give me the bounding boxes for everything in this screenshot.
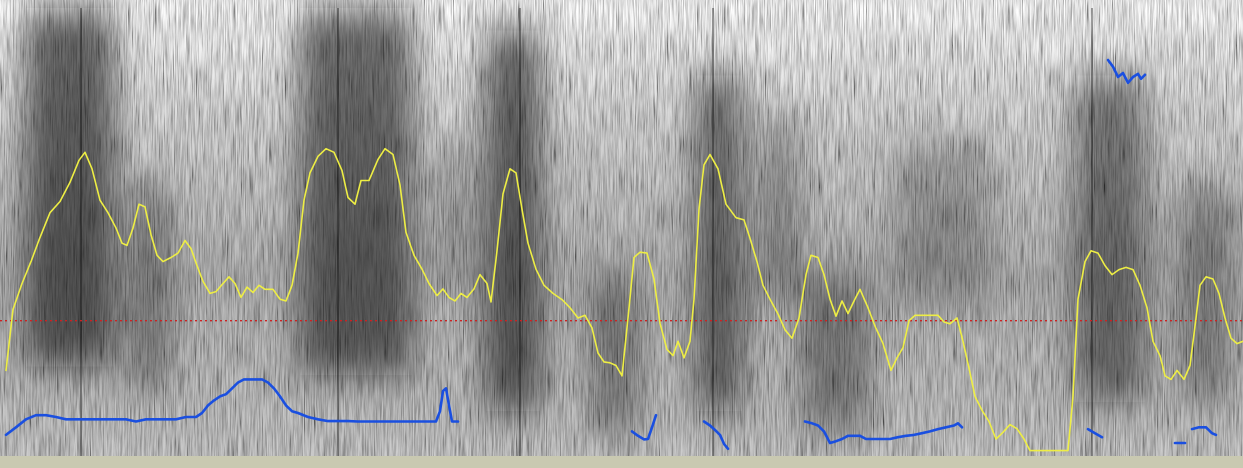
spectrogram-energy-region (300, 8, 412, 376)
spectrogram-energy-region (1180, 187, 1230, 403)
spectrogram-energy-region (26, 8, 114, 367)
pitch-contour-segment (803, 420, 964, 445)
spectrogram-dark-regions (26, 8, 1230, 434)
spectrogram-baseline (0, 456, 1243, 468)
pitch-contour-segment (630, 413, 658, 441)
pitch-contour-segment (4, 378, 460, 437)
spectrogram-energy-region (696, 75, 742, 412)
pitch-contour-segment (702, 420, 730, 451)
spectrogram-energy-region (895, 142, 990, 300)
spectrogram-energy-region (800, 276, 870, 434)
spectrogram-energy-region (760, 120, 800, 300)
pitch-contour (4, 58, 1218, 451)
spectrogram-streak (337, 8, 339, 456)
spectrogram-streak (1091, 8, 1093, 456)
spectrogram-streak (80, 8, 82, 456)
spectrogram-streak (519, 8, 521, 456)
pitch-contour-segment (1190, 425, 1218, 437)
pitch-contour-segment (1106, 58, 1147, 85)
spectrogram-energy-region (486, 30, 540, 412)
spectrogram-streak (712, 8, 714, 456)
spectrogram-energy-region (440, 142, 470, 277)
spectrogram-energy-region (1075, 75, 1145, 403)
intensity-contour-segment (5, 147, 1243, 452)
pitch-contour-segment (1086, 427, 1104, 439)
contour-lines-layer (4, 58, 1243, 452)
intensity-contour (5, 147, 1243, 452)
spectrogram-energy-region (590, 276, 640, 434)
spectrogram-energy-region (130, 187, 170, 389)
